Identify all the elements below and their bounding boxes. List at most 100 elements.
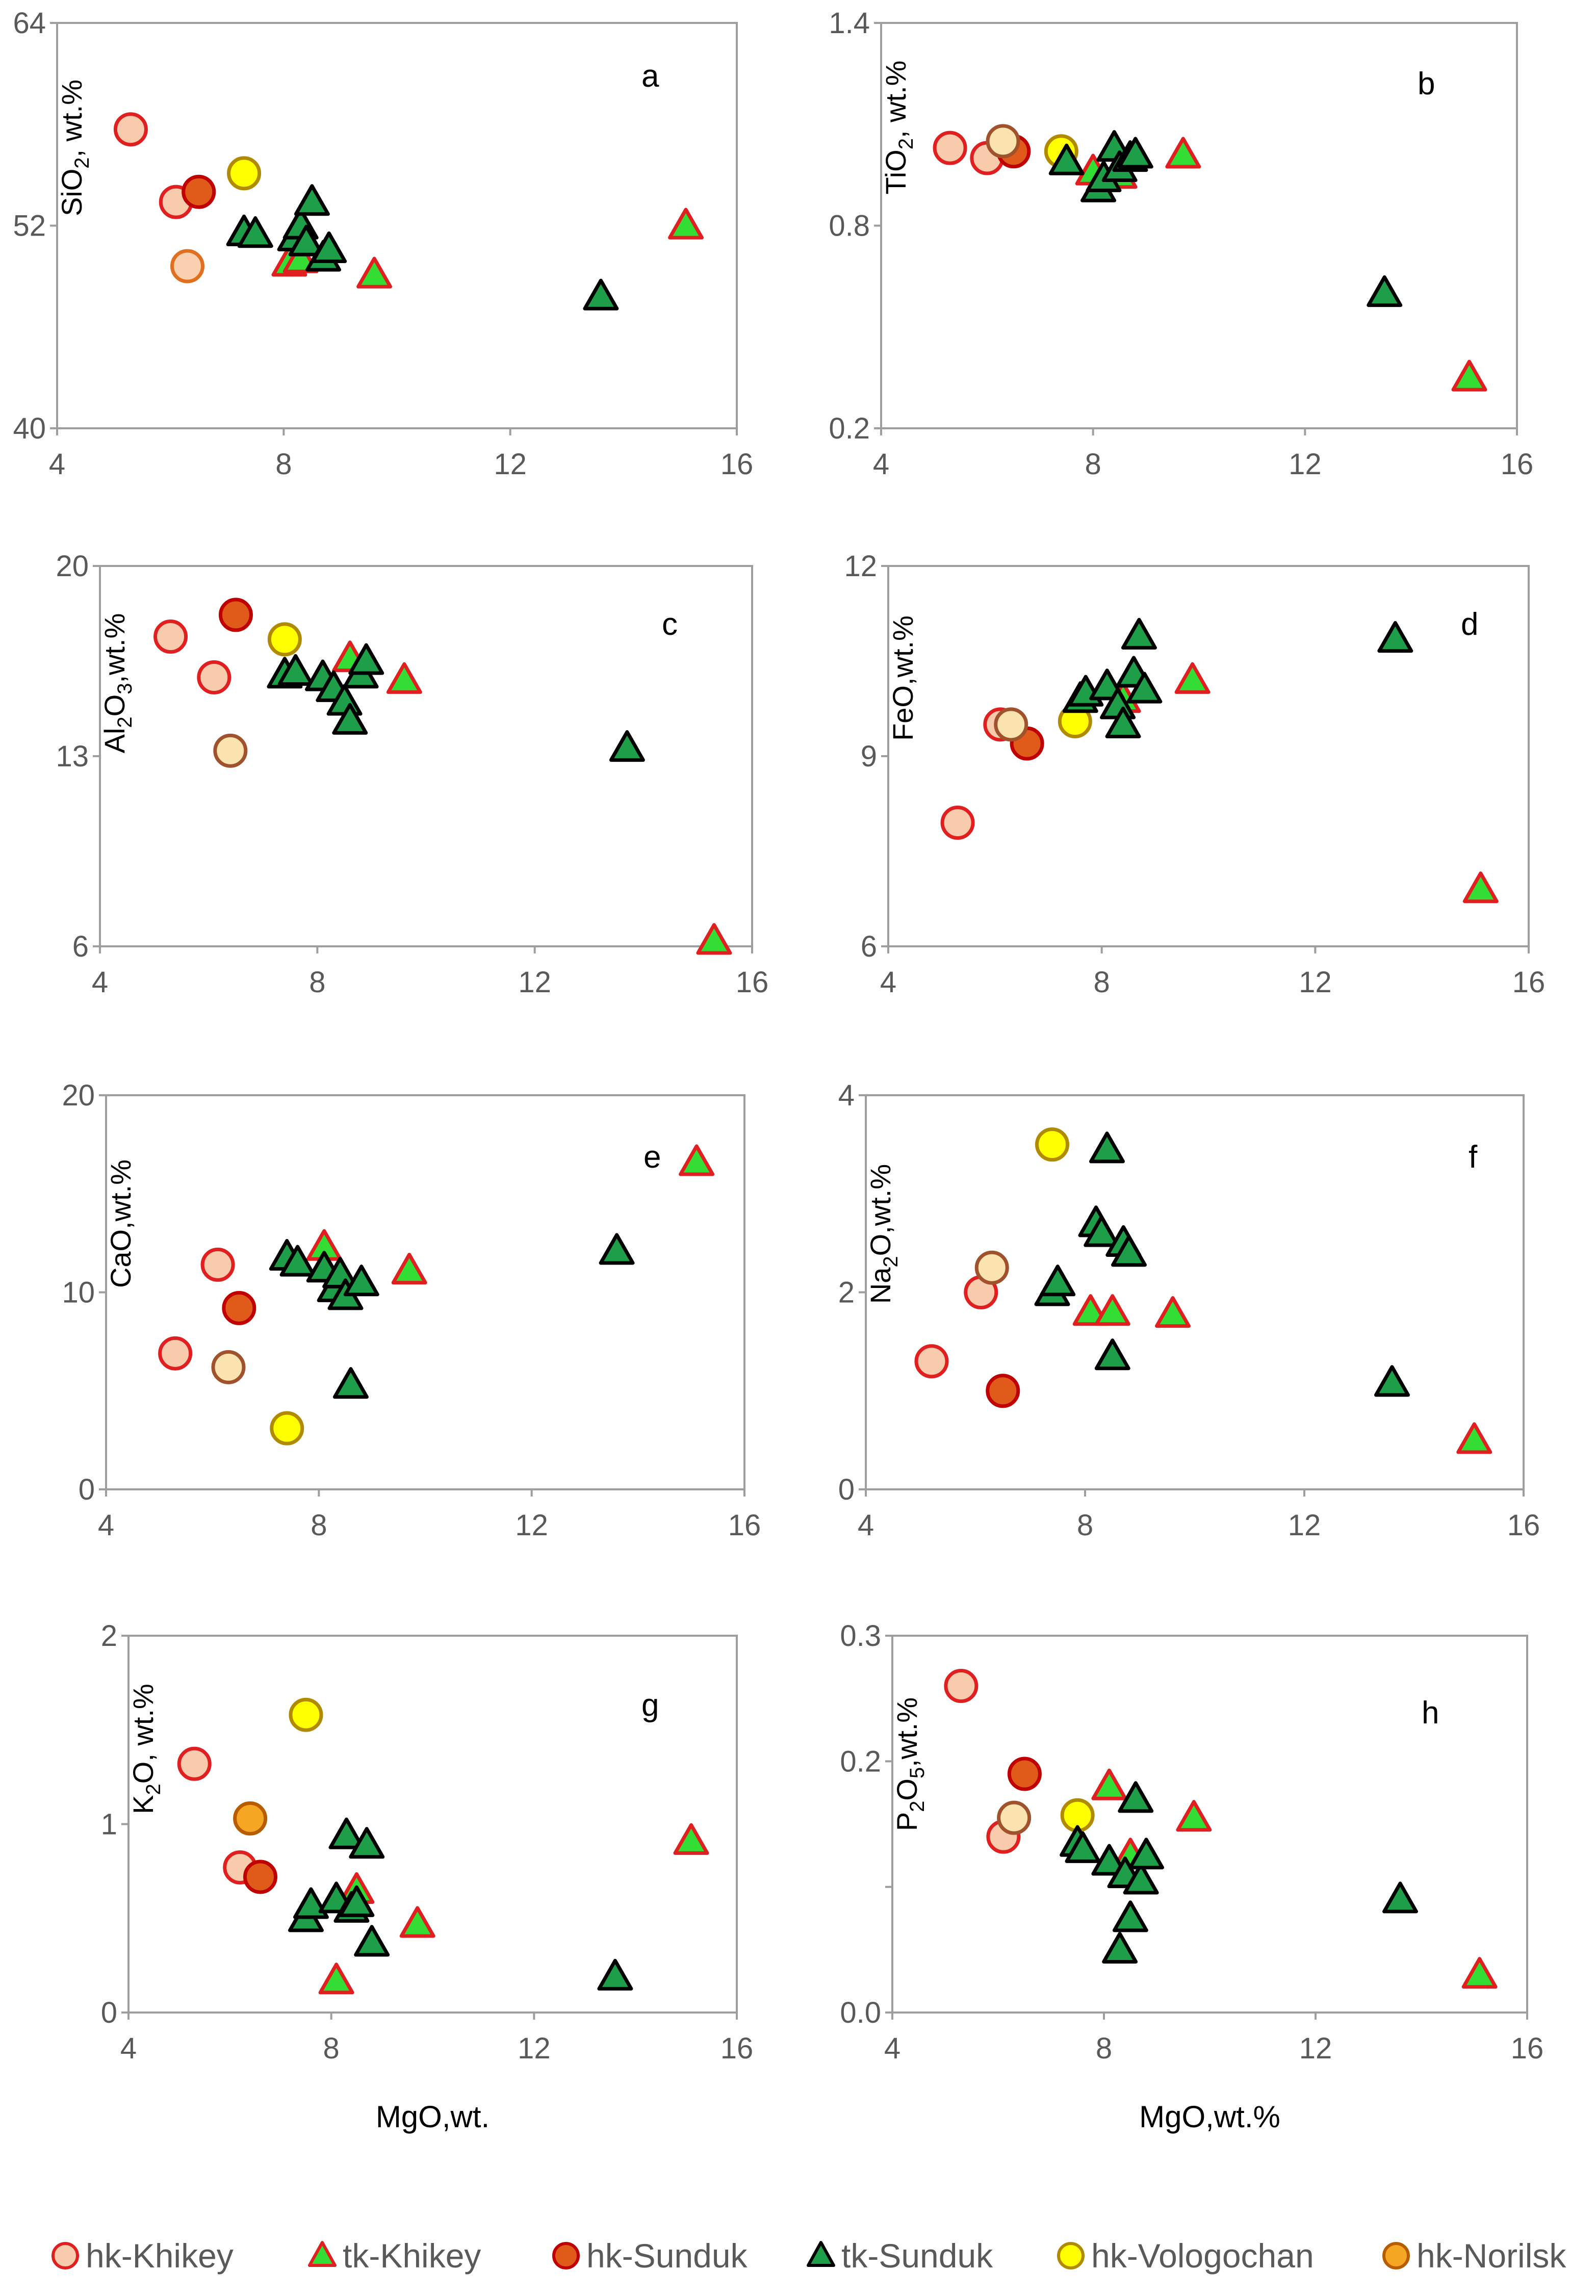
data-point-tk-khikey [1456,1422,1492,1454]
data-point-tk-khikey [1461,1957,1498,1989]
data-point-tk-sunduk [1382,1881,1418,1914]
data-point-tk-khikey [1091,1768,1127,1800]
data-point-hk-norilsk_pale [213,733,248,768]
chart-panel-a: 4 8 12 16 40 52 64 SiO2, wt.% a [13,7,753,481]
y-tick-label: 4 [838,1079,855,1112]
data-point-tk-sunduk [1065,1831,1101,1863]
x-tick-label: 12 [518,2032,551,2065]
data-point-tk-khikey [668,208,704,240]
legend-circle-icon [552,2242,580,2269]
x-tick-label: 4 [884,2032,900,2065]
data-point-tk-sunduk [279,1245,316,1277]
data-point-tk-khikey [1155,1296,1191,1328]
legend-item-hk-vologochan: hk-Vologochan [1057,2237,1314,2275]
y-axis-label: CaO,wt.% [105,1159,137,1288]
data-point-hk-vologochan [267,622,302,657]
data-point-hk-khikey [170,249,204,283]
x-tick-label: 16 [736,966,769,999]
x-tick-label: 8 [1096,2032,1112,2065]
x-tick-label: 8 [1077,1509,1093,1542]
x-tick-label: 8 [311,1509,327,1542]
y-tick-label: 1.4 [829,7,870,40]
data-point-tk-sunduk [332,1367,369,1399]
y-tick-label: 40 [13,412,46,445]
data-point-tk-khikey [318,1963,354,1995]
data-point-tk-sunduk [237,216,273,248]
data-point-hk-sunduk [222,1291,256,1325]
data-point-hk-khikey [914,1344,949,1379]
y-tick-label: 0.2 [840,1745,881,1778]
data-point-hk-norilsk_pale [997,1800,1032,1835]
y-tick-label: 2 [101,1619,117,1653]
data-points [940,617,1499,904]
data-point-tk-sunduk [1121,617,1157,650]
x-tick-label: 16 [1501,448,1534,481]
x-axis-label: MgO,wt. [376,2100,490,2134]
data-points [944,1669,1498,1989]
plot-frame [891,1635,1528,2014]
data-point-tk-khikey [679,1144,715,1176]
y-tick-label: 6 [72,930,89,963]
data-point-hk-khikey [933,131,967,165]
x-tick-label: 8 [309,966,325,999]
panel-letter: e [643,1140,661,1175]
y-tick-label: 0 [101,1996,117,2029]
data-point-tk-sunduk [1105,706,1141,738]
legend-circle-icon [1057,2242,1085,2269]
data-point-hk-khikey [113,112,148,147]
panel-letter: d [1461,607,1478,642]
data-point-hk-norilsk_pale [974,1250,1009,1285]
data-point-tk-sunduk [1367,275,1403,307]
legend-label: hk-Sunduk [586,2237,748,2275]
legend-triangle-icon [807,2241,835,2267]
x-tick-label: 12 [515,1509,548,1542]
x-tick-label: 12 [1299,966,1332,999]
data-point-hk-vologochan [1035,1127,1069,1162]
x-tick-label: 4 [98,1509,114,1542]
data-point-tk-sunduk [339,1885,375,1917]
panel-letter: b [1418,66,1435,101]
data-point-tk-sunduk [583,278,619,311]
legend-item-hk-norilsk: hk-Norilsk [1382,2237,1566,2275]
data-point-tk-sunduk [1084,1215,1120,1247]
x-tick-label: 12 [1288,1509,1321,1542]
data-point-tk-sunduk [1126,672,1163,704]
chart-panel-c: 4 8 12 16 6 13 20 Al2O3,wt.% c [56,550,768,999]
legend: hk-Khikey tk-Khikey hk-Sunduk tk-Sunduk hk-V… [52,2237,1566,2275]
panel-letter: h [1422,1695,1439,1731]
data-point-tk-khikey [696,923,732,955]
y-tick-label: 20 [56,550,89,583]
x-tick-label: 4 [858,1509,874,1542]
panel-letter: g [641,1688,659,1723]
chart-panel-h: 4 8 12 16 0.0 0.2 0.3 P2O5,wt.% h MgO,wt.% [840,1619,1543,2134]
legend-label: hk-Norilsk [1417,2237,1566,2275]
data-point-tk-sunduk [609,730,645,762]
x-tick-label: 16 [720,448,754,481]
data-point-hk-sunduk [986,1374,1020,1408]
x-tick-label: 4 [880,966,896,999]
data-point-hk-sunduk [243,1860,277,1894]
y-tick-label: 9 [861,740,877,773]
data-points [153,598,732,955]
panel-letter: c [662,607,678,642]
y-tick-label: 10 [62,1276,95,1309]
data-point-tk-sunduk [1123,1863,1159,1895]
x-tick-label: 16 [1511,2032,1544,2065]
legend-label: tk-Sunduk [841,2237,993,2275]
panel-letter: f [1469,1140,1478,1175]
plot-frame [99,565,753,947]
x-tick-label: 8 [275,448,292,481]
data-point-tk-khikey [356,256,393,289]
data-point-tk-sunduk [597,1958,633,1991]
x-tick-label: 4 [120,2032,137,2065]
x-tick-label: 16 [1512,966,1546,999]
data-point-tk-sunduk [332,703,368,735]
data-point-tk-sunduk [343,1265,379,1297]
x-tick-label: 12 [1299,2032,1332,2065]
data-point-hk-khikey [944,1669,979,1704]
legend-circle-icon [1382,2242,1410,2269]
x-tick-label: 4 [92,966,108,999]
data-point-tk-khikey [673,1823,709,1855]
data-point-tk-sunduk [1377,621,1413,653]
data-point-tk-sunduk [1111,1235,1147,1267]
